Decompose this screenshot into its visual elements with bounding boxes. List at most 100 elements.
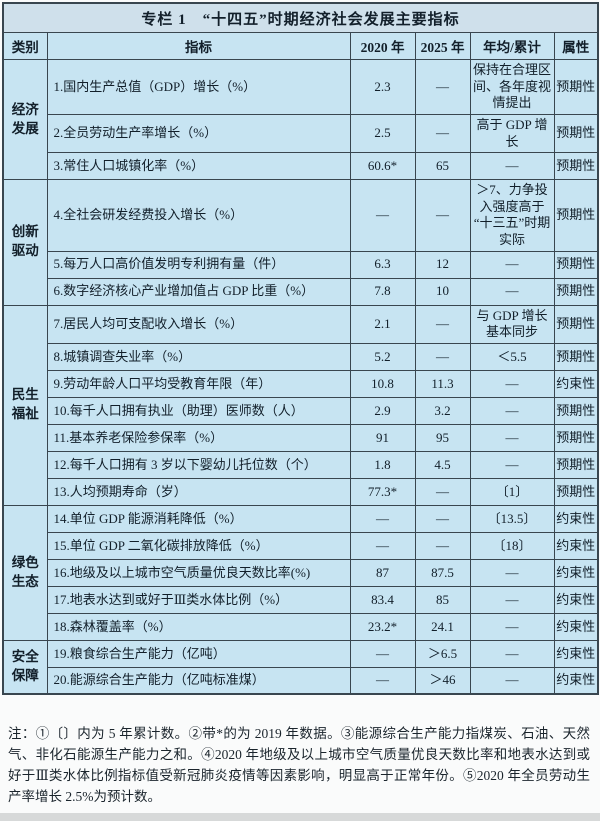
- attribute-cell: 预期性: [553, 396, 599, 425]
- attribute-cell: 约束性: [553, 666, 599, 695]
- value-2020-cell: 6.3: [349, 250, 416, 279]
- table-row: 3.常住人口城镇化率（%） 60.6* 65— 预期性: [3, 152, 599, 181]
- value-2020-cell: 2.1: [349, 304, 416, 344]
- col-header-category: 类别: [2, 32, 48, 60]
- indicator-cell: 13.人均预期寿命（岁）: [46, 477, 351, 506]
- annual-cell: —: [469, 666, 555, 695]
- value-2025-cell: —: [414, 113, 471, 154]
- value-2020-cell: —: [349, 531, 416, 560]
- bottom-edge-strip: [0, 813, 600, 821]
- value-2025-cell: 87.5: [414, 558, 471, 587]
- value-2025-cell: —: [414, 504, 471, 533]
- annual-cell: —: [469, 423, 555, 452]
- value-2020-cell: 2.9: [349, 396, 416, 425]
- indicator-cell: 6.数字经济核心产业增加值占 GDP 比重（%）: [46, 277, 351, 306]
- table-title: 专栏 1 “十四五”时期经济社会发展主要指标: [2, 2, 599, 33]
- value-2025-cell: 10: [414, 277, 471, 306]
- annual-cell: —: [469, 277, 555, 306]
- table-row: 15.单位 GDP 二氧化碳排放降低（%） — — 〔18〕 约束性: [3, 531, 599, 560]
- value-2020-cell: 87: [349, 558, 416, 587]
- attribute-cell: 预期性: [553, 277, 599, 306]
- annual-cell: —: [469, 612, 555, 641]
- annual-cell: —: [469, 585, 555, 614]
- indicator-cell: 18.森林覆盖率（%）: [46, 612, 351, 641]
- col-header-indicator: 指标: [46, 32, 351, 60]
- attribute-cell: 预期性: [553, 304, 599, 344]
- annual-cell: —: [469, 369, 555, 398]
- attribute-cell: 预期性: [553, 423, 599, 452]
- value-2020-cell: 10.8: [349, 369, 416, 398]
- value-2020-cell: —: [349, 639, 416, 668]
- table-notes: 注：①〔〕内为 5 年累计数。②带*的为 2019 年数据。③能源综合生产能力指…: [8, 726, 590, 804]
- value-2020-cell: 1.8: [349, 450, 416, 479]
- col-header-annual: 年均/累计: [469, 32, 555, 60]
- value-2020-cell: 60.6*: [349, 152, 416, 181]
- indicator-cell: 16.地级及以上城市空气质量优良天数比率(%): [46, 558, 351, 587]
- annual-cell: —: [469, 450, 555, 479]
- annual-cell: 高于 GDP 增长: [469, 113, 555, 154]
- attribute-cell: 预期性: [553, 477, 599, 506]
- attribute-cell: 预期性: [553, 152, 599, 181]
- value-2025-cell: 24.1: [414, 612, 471, 641]
- table-row: 9.劳动年龄人口平均受教育年限（年） 10.8 11.3— 约束性: [3, 369, 599, 398]
- value-2020-cell: 23.2*: [349, 612, 416, 641]
- table-row: 5.每万人口高价值发明专利拥有量（件） 6.3 12— 预期性: [3, 250, 599, 279]
- table-row: 18.森林覆盖率（%） 23.2* 24.1— 约束性: [3, 612, 599, 641]
- indicator-cell: 2.全员劳动生产率增长（%）: [46, 113, 351, 154]
- value-2025-cell: —: [414, 179, 471, 252]
- table-header-row: 类别 指标 2020 年 2025 年 年均/累计 属性: [2, 32, 599, 60]
- attribute-cell: 预期性: [553, 179, 599, 252]
- annual-cell: 〔1〕: [469, 477, 555, 506]
- value-2025-cell: —: [414, 304, 471, 344]
- attribute-cell: 约束性: [553, 612, 599, 641]
- value-2020-cell: 77.3*: [349, 477, 416, 506]
- value-2025-cell: —: [414, 477, 471, 506]
- attribute-cell: 预期性: [553, 250, 599, 279]
- attribute-cell: 约束性: [553, 369, 599, 398]
- value-2025-cell: —: [414, 531, 471, 560]
- table-body: 经济发展 1.国内生产总值（GDP）增长（%） 2.3— 保持在合理区间、各年度视情提…: [2, 58, 599, 695]
- indicator-cell: 7.居民人均可支配收入增长（%）: [46, 304, 351, 344]
- indicator-cell: 20.能源综合生产能力（亿吨标准煤）: [46, 666, 351, 695]
- attribute-cell: 预期性: [553, 450, 599, 479]
- annual-cell: —: [469, 152, 555, 181]
- table-row: 11.基本养老保险参保率（%） 91 95— 预期性: [3, 423, 599, 452]
- table-row: 13.人均预期寿命（岁） 77.3* — 〔1〕 预期性: [3, 477, 599, 506]
- indicator-cell: 8.城镇调查失业率（%）: [46, 342, 351, 371]
- table-row: 绿色生态 14.单位 GDP 能源消耗降低（%） — — 〔13.5〕 约束性: [2, 504, 599, 641]
- table-title-row: 专栏 1 “十四五”时期经济社会发展主要指标: [2, 2, 599, 33]
- table-row: 20.能源综合生产能力（亿吨标准煤） — ＞46— 约束性: [3, 666, 599, 695]
- attribute-cell: 约束性: [553, 531, 599, 560]
- category-cell: 创新驱动: [2, 179, 48, 306]
- annual-cell: —: [469, 396, 555, 425]
- annual-cell: 〔13.5〕: [469, 504, 555, 533]
- value-2025-cell: 85: [414, 585, 471, 614]
- value-2020-cell: 83.4: [349, 585, 416, 614]
- attribute-cell: 约束性: [553, 639, 599, 668]
- annual-cell: 与 GDP 增长基本同步: [469, 304, 555, 344]
- table-row: 12.每千人口拥有 3 岁以下婴幼儿托位数（个） 1.8 4.5— 预期性: [3, 450, 599, 479]
- value-2020-cell: 2.5: [349, 113, 416, 154]
- annual-cell: —: [469, 558, 555, 587]
- value-2025-cell: 65: [414, 152, 471, 181]
- indicator-cell: 12.每千人口拥有 3 岁以下婴幼儿托位数（个）: [46, 450, 351, 479]
- attribute-cell: 预期性: [553, 342, 599, 371]
- value-2020-cell: —: [349, 666, 416, 695]
- value-2025-cell: ＞6.5: [414, 639, 471, 668]
- col-header-attribute: 属性: [553, 32, 599, 60]
- indicator-cell: 11.基本养老保险参保率（%）: [46, 423, 351, 452]
- value-2020-cell: 5.2: [349, 342, 416, 371]
- table-row: 10.每千人口拥有执业（助理）医师数（人） 2.9 3.2— 预期性: [3, 396, 599, 425]
- value-2025-cell: 3.2: [414, 396, 471, 425]
- annual-cell: ＞7、力争投入强度高于“十三五”时期实际: [469, 179, 555, 252]
- category-cell: 安全保障: [2, 639, 48, 695]
- category-cell: 绿色生态: [2, 504, 48, 641]
- indicator-cell: 17.地表水达到或好于Ⅲ类水体比例（%）: [46, 585, 351, 614]
- attribute-cell: 约束性: [553, 558, 599, 587]
- value-2020-cell: 7.8: [349, 277, 416, 306]
- value-2025-cell: 95: [414, 423, 471, 452]
- value-2020-cell: —: [349, 179, 416, 252]
- value-2025-cell: 12: [414, 250, 471, 279]
- table-row: 安全保障 19.粮食综合生产能力（亿吨） — ＞6.5— 约束性: [2, 639, 599, 695]
